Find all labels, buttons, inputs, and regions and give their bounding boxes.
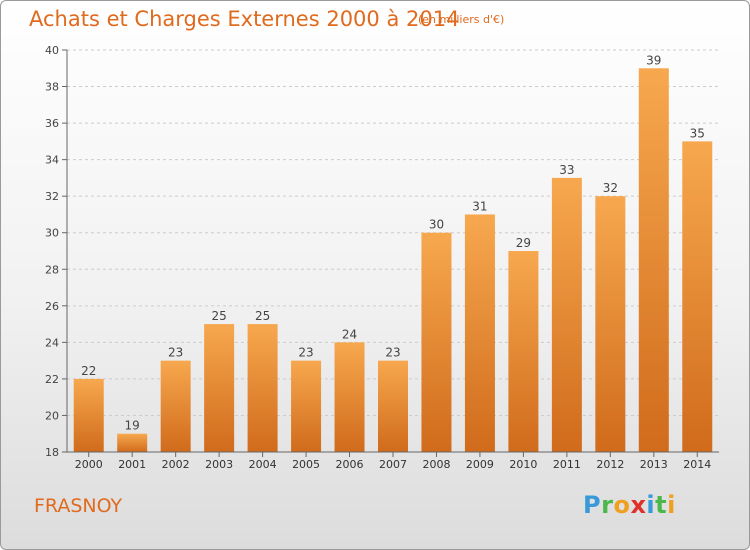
bar-value-label: 23 — [385, 346, 400, 360]
bar-2003 — [204, 324, 235, 452]
bar-2014 — [682, 141, 713, 452]
logo-letter: o — [613, 491, 631, 519]
proxiti-logo: Proxiti — [583, 491, 676, 519]
bar-2009 — [464, 214, 495, 452]
bar-2008 — [421, 232, 452, 452]
x-tick-label: 2000 — [75, 458, 103, 471]
bar-value-label: 24 — [342, 327, 357, 341]
x-tick-label: 2003 — [205, 458, 233, 471]
y-tick-label: 24 — [45, 336, 59, 349]
bar-value-label: 30 — [429, 218, 444, 232]
bars: 22 19 23 25 25 23 24 23 30 31 29 33 32 39 35 — [73, 53, 713, 452]
logo-letter: x — [630, 491, 647, 519]
y-tick-label: 38 — [45, 81, 59, 94]
bar-value-label: 39 — [646, 53, 661, 67]
bar-2012 — [595, 196, 626, 452]
bar-value-label: 25 — [255, 309, 270, 323]
bar-value-label: 25 — [211, 309, 226, 323]
x-tick-label: 2005 — [292, 458, 320, 471]
y-tick-label: 18 — [45, 446, 59, 459]
bar-2010 — [508, 251, 539, 452]
bar-value-label: 23 — [168, 346, 183, 360]
axes: 18 20 22 24 26 28 30 32 34 36 38 40 2000 2001 2002 2003… — [45, 44, 719, 471]
y-tick-label: 28 — [45, 263, 59, 276]
chart-title: Achats et Charges Externes 2000 à 2014 — [29, 7, 460, 31]
y-tick-label: 26 — [45, 300, 59, 313]
bar-2006 — [334, 342, 365, 452]
bar-2000 — [73, 378, 104, 452]
x-tick-label: 2006 — [336, 458, 364, 471]
x-tick-label: 2008 — [422, 458, 450, 471]
logo-letter: i — [646, 491, 656, 519]
logo-letter: P — [583, 491, 602, 519]
bar-2004 — [247, 324, 278, 452]
y-tick-label: 20 — [45, 409, 59, 422]
bar-value-label: 19 — [125, 419, 140, 433]
bar-2007 — [378, 360, 408, 452]
y-tick-label: 36 — [45, 117, 59, 130]
y-tick-label: 32 — [45, 190, 59, 203]
x-tick-label: 2007 — [379, 458, 407, 471]
x-tick-label: 2014 — [683, 458, 711, 471]
x-tick-label: 2001 — [118, 458, 146, 471]
bar-2013 — [638, 68, 669, 452]
y-tick-label: 30 — [45, 227, 59, 240]
logo-letter: i — [667, 491, 676, 519]
commune-name: FRASNOY — [34, 495, 123, 517]
bar-value-label: 22 — [81, 364, 96, 378]
bar-value-label: 35 — [690, 126, 705, 140]
unit-note: (en milliers d'€) — [418, 13, 505, 26]
bar-2011 — [551, 177, 582, 452]
logo-letter: r — [601, 491, 614, 519]
y-tick-label: 22 — [45, 373, 59, 386]
x-tick-label: 2002 — [162, 458, 190, 471]
x-tick-label: 2013 — [640, 458, 668, 471]
x-tick-label: 2010 — [509, 458, 537, 471]
x-tick-label: 2009 — [466, 458, 494, 471]
y-tick-label: 40 — [45, 44, 59, 57]
x-tick-label: 2012 — [596, 458, 624, 471]
logo-letter: t — [655, 491, 668, 519]
x-tick-label: 2011 — [553, 458, 581, 471]
bar-value-label: 31 — [472, 199, 487, 213]
bar-value-label: 33 — [559, 163, 574, 177]
bar-2001 — [117, 433, 148, 452]
x-tick-label: 2004 — [249, 458, 277, 471]
bar-2005 — [291, 360, 322, 452]
bar-value-label: 32 — [603, 181, 618, 195]
bar-value-label: 29 — [516, 236, 531, 250]
bar-value-label: 23 — [298, 346, 313, 360]
y-tick-label: 34 — [45, 154, 59, 167]
bar-2002 — [160, 360, 191, 452]
